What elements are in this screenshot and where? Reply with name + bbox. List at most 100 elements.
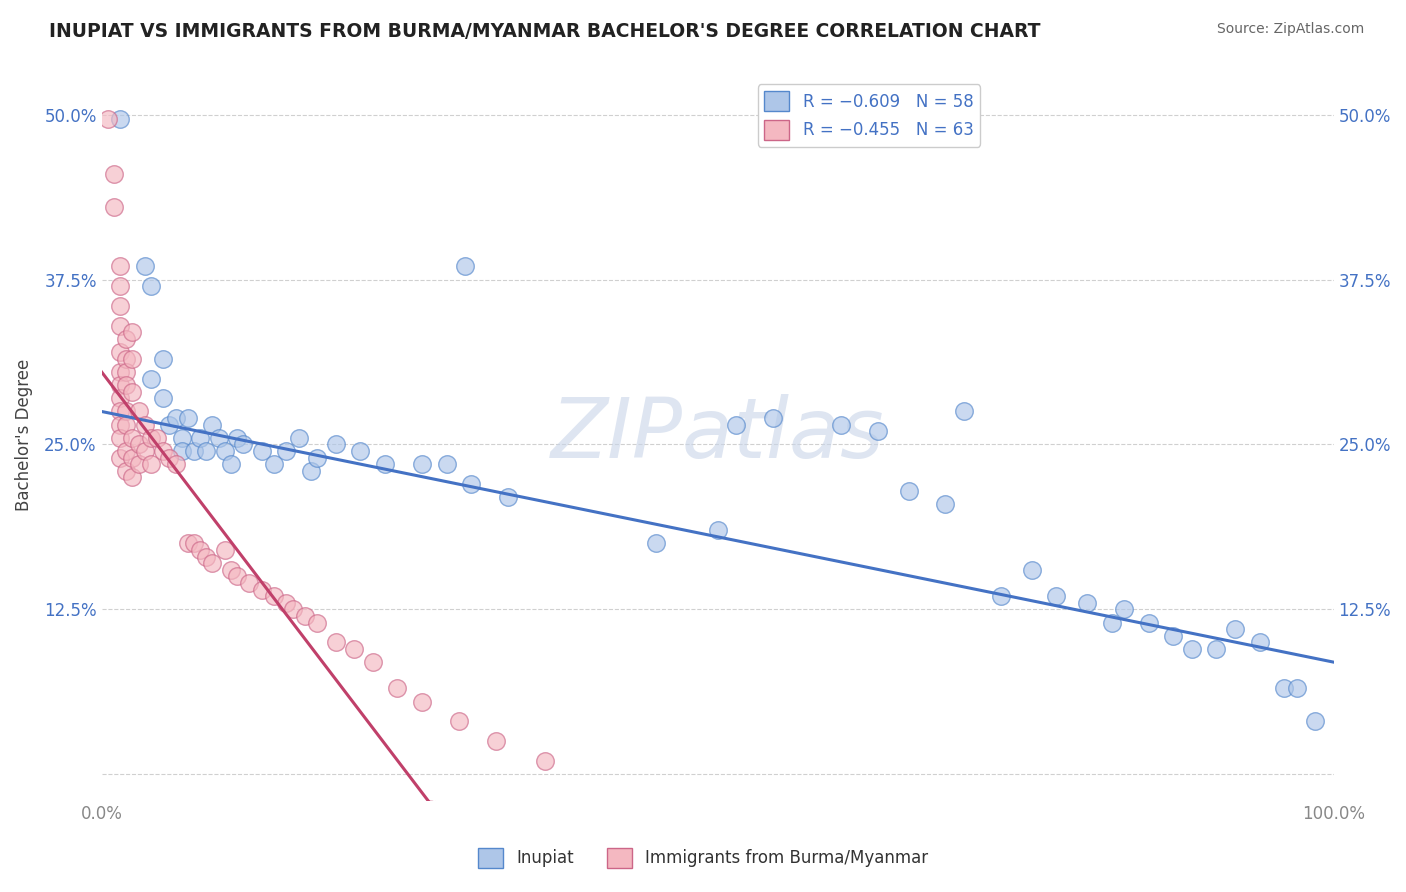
Point bbox=[139, 431, 162, 445]
Point bbox=[219, 563, 242, 577]
Point bbox=[830, 417, 852, 432]
Point bbox=[108, 318, 131, 333]
Point bbox=[1272, 681, 1295, 696]
Point bbox=[195, 444, 218, 458]
Point bbox=[177, 536, 200, 550]
Point bbox=[128, 457, 150, 471]
Point bbox=[934, 497, 956, 511]
Point bbox=[263, 457, 285, 471]
Point bbox=[134, 417, 156, 432]
Point bbox=[121, 351, 143, 366]
Point bbox=[115, 417, 138, 432]
Point bbox=[115, 378, 138, 392]
Point bbox=[121, 431, 143, 445]
Point bbox=[108, 404, 131, 418]
Point bbox=[157, 417, 180, 432]
Point bbox=[108, 260, 131, 274]
Point bbox=[170, 444, 193, 458]
Point bbox=[165, 411, 187, 425]
Point bbox=[762, 411, 785, 425]
Point bbox=[134, 444, 156, 458]
Point bbox=[1181, 641, 1204, 656]
Point bbox=[108, 378, 131, 392]
Point bbox=[226, 431, 249, 445]
Point bbox=[128, 437, 150, 451]
Point bbox=[1137, 615, 1160, 630]
Point bbox=[281, 602, 304, 616]
Point bbox=[177, 411, 200, 425]
Point bbox=[1285, 681, 1308, 696]
Point bbox=[152, 351, 174, 366]
Text: Source: ZipAtlas.com: Source: ZipAtlas.com bbox=[1216, 22, 1364, 37]
Point bbox=[201, 556, 224, 570]
Point bbox=[307, 450, 329, 465]
Point bbox=[115, 351, 138, 366]
Point bbox=[146, 431, 169, 445]
Point bbox=[103, 167, 125, 181]
Point bbox=[108, 365, 131, 379]
Point bbox=[188, 543, 211, 558]
Point bbox=[953, 404, 976, 418]
Point bbox=[1303, 714, 1326, 729]
Point bbox=[139, 371, 162, 385]
Point bbox=[226, 569, 249, 583]
Point bbox=[1045, 589, 1067, 603]
Point bbox=[108, 392, 131, 406]
Point bbox=[157, 450, 180, 465]
Legend: R = −0.609   N = 58, R = −0.455   N = 63: R = −0.609 N = 58, R = −0.455 N = 63 bbox=[758, 84, 980, 146]
Point bbox=[1223, 622, 1246, 636]
Point bbox=[294, 609, 316, 624]
Point bbox=[460, 477, 482, 491]
Point bbox=[454, 260, 477, 274]
Point bbox=[387, 681, 409, 696]
Point bbox=[299, 464, 322, 478]
Point bbox=[866, 424, 889, 438]
Text: ZIPatlas: ZIPatlas bbox=[551, 394, 884, 475]
Point bbox=[1021, 563, 1043, 577]
Point bbox=[103, 200, 125, 214]
Point bbox=[436, 457, 458, 471]
Point bbox=[108, 299, 131, 313]
Point bbox=[343, 641, 366, 656]
Point bbox=[134, 260, 156, 274]
Point bbox=[411, 695, 433, 709]
Point bbox=[121, 450, 143, 465]
Point bbox=[108, 345, 131, 359]
Point bbox=[1076, 596, 1098, 610]
Point bbox=[250, 444, 273, 458]
Point bbox=[276, 444, 298, 458]
Point bbox=[534, 754, 557, 768]
Y-axis label: Bachelor's Degree: Bachelor's Degree bbox=[15, 359, 32, 511]
Point bbox=[121, 326, 143, 340]
Point bbox=[276, 596, 298, 610]
Point bbox=[139, 457, 162, 471]
Point bbox=[325, 635, 347, 649]
Point bbox=[219, 457, 242, 471]
Point bbox=[307, 615, 329, 630]
Point bbox=[250, 582, 273, 597]
Point bbox=[897, 483, 920, 498]
Point bbox=[232, 437, 254, 451]
Point bbox=[108, 450, 131, 465]
Point bbox=[108, 417, 131, 432]
Point bbox=[238, 576, 260, 591]
Point bbox=[115, 444, 138, 458]
Point bbox=[374, 457, 396, 471]
Point bbox=[188, 431, 211, 445]
Point bbox=[1101, 615, 1123, 630]
Point bbox=[706, 523, 728, 537]
Point bbox=[183, 444, 205, 458]
Point bbox=[195, 549, 218, 564]
Point bbox=[139, 279, 162, 293]
Point bbox=[108, 279, 131, 293]
Point bbox=[115, 464, 138, 478]
Point bbox=[121, 384, 143, 399]
Point bbox=[411, 457, 433, 471]
Legend: Inupiat, Immigrants from Burma/Myanmar: Inupiat, Immigrants from Burma/Myanmar bbox=[471, 841, 935, 875]
Point bbox=[645, 536, 668, 550]
Point bbox=[152, 392, 174, 406]
Point bbox=[447, 714, 470, 729]
Point bbox=[1249, 635, 1271, 649]
Point bbox=[108, 431, 131, 445]
Point bbox=[115, 365, 138, 379]
